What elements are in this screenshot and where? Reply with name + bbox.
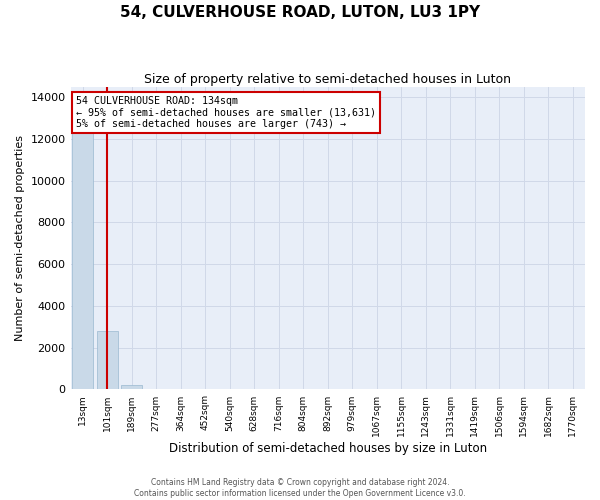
X-axis label: Distribution of semi-detached houses by size in Luton: Distribution of semi-detached houses by … [169, 442, 487, 455]
Y-axis label: Number of semi-detached properties: Number of semi-detached properties [15, 135, 25, 341]
Bar [121, 386, 142, 390]
Bar [73, 112, 93, 390]
Text: 54, CULVERHOUSE ROAD, LUTON, LU3 1PY: 54, CULVERHOUSE ROAD, LUTON, LU3 1PY [120, 5, 480, 20]
Title: Size of property relative to semi-detached houses in Luton: Size of property relative to semi-detach… [144, 72, 511, 86]
Bar [97, 331, 118, 390]
Text: 54 CULVERHOUSE ROAD: 134sqm
← 95% of semi-detached houses are smaller (13,631)
5: 54 CULVERHOUSE ROAD: 134sqm ← 95% of sem… [76, 96, 376, 129]
Text: Contains HM Land Registry data © Crown copyright and database right 2024.
Contai: Contains HM Land Registry data © Crown c… [134, 478, 466, 498]
